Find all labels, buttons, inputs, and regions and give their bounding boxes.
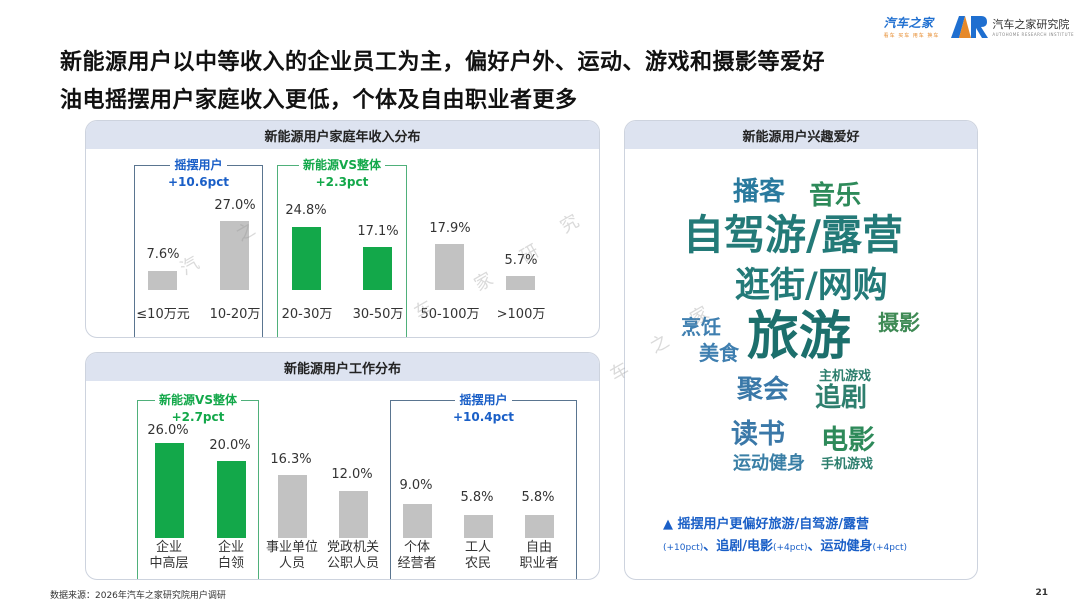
bar-category: 党政机关 公职人员	[326, 540, 379, 571]
note-item-tv-movies: 追剧/电影	[716, 539, 773, 554]
hobby-panel-title: 新能源用户兴趣爱好	[625, 121, 977, 149]
word-podcast: 播客	[733, 177, 786, 207]
hobby-word-cloud: 播客 音乐 自驾游/露营 逛街/网购 烹饪 旅游 摄影 美食 聚会 主机游戏 追…	[625, 149, 977, 509]
bar-category: 50-100万	[420, 307, 480, 322]
word-gathering: 聚会	[737, 375, 790, 405]
bar-enterprise-senior	[155, 443, 184, 538]
autohome-logo-slogan: 看车 买车 用车 换车	[883, 33, 940, 39]
bar-enterprise-staff	[217, 461, 246, 538]
swing-user-group-box: 摇摆用户 +10.4pct	[390, 393, 577, 579]
nev-group-label: 新能源VS整体	[155, 393, 241, 407]
income-panel-title: 新能源用户家庭年收入分布	[86, 121, 599, 149]
bar-le10w	[148, 271, 177, 290]
bar-value: 24.8%	[285, 203, 327, 218]
bar-self-employed	[403, 504, 432, 538]
swing-user-hobby-note: ▲ 摇摆用户更偏好旅游/自驾游/露营 (+10pct)、追剧/电影(+4pct)…	[663, 513, 963, 554]
work-panel-title: 新能源用户工作分布	[86, 353, 599, 381]
bar-gt100w	[506, 276, 535, 290]
header-logos: 汽车之家 看车 买车 用车 换车 汽车之家研究院 AUTOHOME RESEAR…	[884, 14, 1074, 39]
bar-category: 企业 白领	[217, 540, 244, 571]
ar-logo-subtext: AUTOHOME RESEARCH INSTITUTE	[992, 32, 1074, 37]
hobby-panel: 新能源用户兴趣爱好 播客 音乐 自驾游/露营 逛街/网购 烹饪 旅游 摄影 美食…	[624, 120, 978, 580]
bar-value: 9.0%	[399, 478, 433, 493]
bar-category: 30-50万	[352, 307, 404, 322]
bar-value: 16.3%	[270, 452, 312, 467]
nev-vs-overall-group-box: 新能源VS整体 +2.7pct	[137, 393, 259, 579]
bar-value: 20.0%	[209, 438, 251, 453]
nev-vs-overall-group-box: 新能源VS整体 +2.3pct	[277, 158, 407, 337]
bar-freelancer	[525, 515, 554, 538]
note-separator: 、	[807, 539, 821, 554]
bar-value: 26.0%	[147, 423, 189, 438]
bar-category: 个体 经营者	[397, 540, 437, 571]
note-separator: 、	[703, 539, 717, 554]
nev-group-delta: +2.3pct	[315, 175, 369, 189]
bar-value: 5.8%	[460, 490, 494, 505]
swing-user-group-box: 摇摆用户 +10.6pct	[134, 158, 263, 337]
word-tv-series: 追剧	[815, 383, 868, 413]
note-delta: (+10pct)	[663, 543, 704, 553]
bar-value: 5.7%	[504, 253, 538, 268]
word-shopping: 逛街/网购	[735, 266, 888, 306]
note-delta: (+4pct)	[772, 543, 808, 553]
word-food: 美食	[699, 341, 739, 365]
note-line1: ▲ 摇摆用户更偏好旅游/自驾游/露营	[663, 517, 870, 532]
bar-50-100w	[435, 244, 464, 290]
bar-value: 7.6%	[146, 247, 180, 262]
bar-category: 20-30万	[281, 307, 333, 322]
bar-10-20w	[220, 221, 249, 290]
swing-group-label: 摇摆用户	[455, 393, 512, 407]
autohome-logo-text: 汽车之家	[883, 16, 934, 30]
data-source: 数据来源：2026年汽车之家研究院用户调研	[50, 591, 226, 601]
bar-value: 17.1%	[357, 224, 399, 239]
income-distribution-panel: 新能源用户家庭年收入分布 摇摆用户 +10.6pct 新能源VS整体 +2.3p…	[85, 120, 600, 338]
swing-group-delta: +10.4pct	[452, 410, 515, 424]
swing-group-label: 摇摆用户	[170, 158, 227, 172]
word-mobile-games: 手机游戏	[821, 457, 874, 472]
page-title-line2: 油电摇摆用户家庭收入更低，个体及自由职业者更多	[60, 88, 578, 113]
note-line2: (+10pct)、追剧/电影(+4pct)、运动健身(+4pct)	[663, 535, 963, 554]
swing-group-delta: +10.6pct	[167, 175, 230, 189]
bar-category: >100万	[496, 307, 546, 322]
bar-value: 12.0%	[331, 467, 373, 482]
word-reading: 读书	[731, 419, 785, 450]
bar-category: 10-20万	[209, 307, 261, 322]
bar-30-50w	[363, 247, 392, 290]
page-title-line1: 新能源用户以中等收入的企业员工为主，偏好户外、运动、游戏和摄影等爱好	[60, 50, 826, 75]
bar-category: 工人 农民	[464, 540, 491, 571]
bar-value: 27.0%	[214, 198, 256, 213]
bar-category: 企业 中高层	[149, 540, 189, 571]
bar-civil-servant	[339, 491, 368, 538]
bar-public-institution	[278, 475, 307, 538]
word-cooking: 烹饪	[681, 315, 721, 339]
ar-institute-logo: 汽车之家研究院 AUTOHOME RESEARCH INSTITUTE	[951, 15, 1074, 38]
work-distribution-panel: 新能源用户工作分布 新能源VS整体 +2.7pct 摇摆用户 +10.4pct …	[85, 352, 600, 580]
ar-logo-icon	[951, 15, 989, 38]
page-number: 21	[1035, 588, 1048, 598]
note-delta: (+4pct)	[872, 543, 907, 553]
bar-20-30w	[292, 227, 321, 290]
word-music: 音乐	[809, 181, 862, 211]
bar-worker-farmer	[464, 515, 493, 538]
bar-category: 事业单位 人员	[265, 540, 318, 571]
word-fitness: 运动健身	[733, 453, 805, 474]
nev-group-delta: +2.7pct	[171, 410, 225, 424]
bar-category: ≤10万元	[136, 307, 190, 322]
autohome-logo: 汽车之家 看车 买车 用车 换车	[884, 14, 940, 39]
bar-value: 17.9%	[429, 221, 471, 236]
bar-value: 5.8%	[521, 490, 555, 505]
bar-category: 自由 职业者	[519, 540, 559, 571]
word-photography: 摄影	[878, 311, 920, 335]
word-movies: 电影	[821, 425, 875, 456]
word-console-games: 主机游戏	[819, 369, 872, 384]
word-travel: 旅游	[747, 307, 852, 367]
ar-logo-text: 汽车之家研究院	[992, 18, 1070, 31]
word-roadtrip-camping: 自驾游/露营	[683, 211, 903, 259]
nev-group-label: 新能源VS整体	[299, 158, 385, 172]
note-item-fitness: 运动健身	[820, 539, 873, 554]
